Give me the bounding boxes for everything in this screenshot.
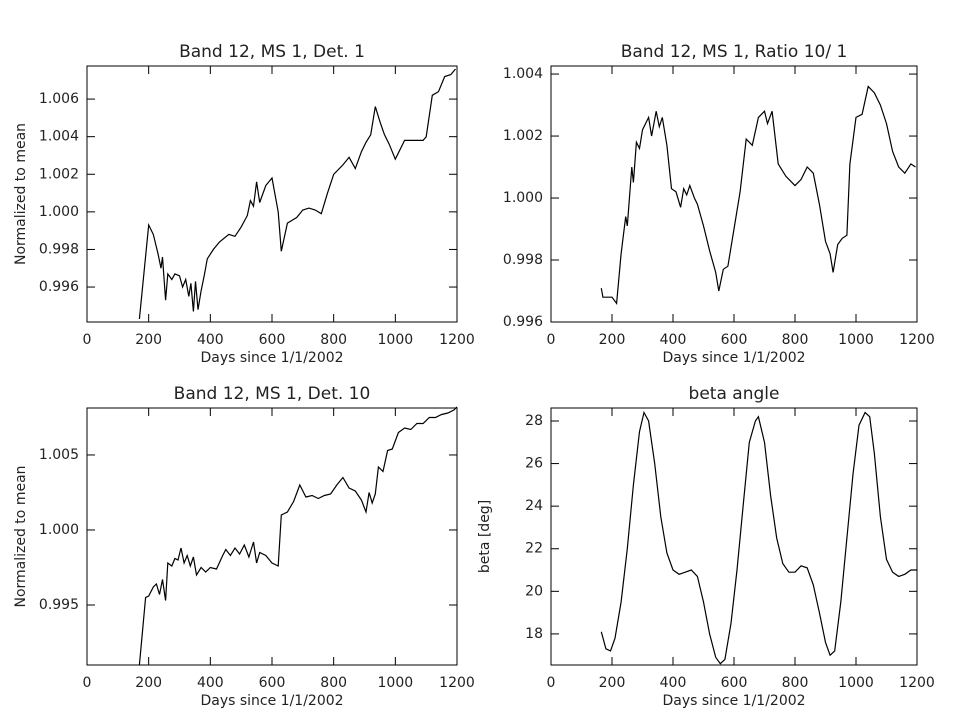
- x-tick-label: 1000: [838, 332, 874, 348]
- chart-title: Band 12, MS 1, Det. 1: [179, 42, 365, 62]
- x-tick-label: 200: [599, 675, 626, 691]
- x-tick-label: 400: [197, 675, 224, 691]
- x-tick-label: 800: [320, 332, 347, 348]
- x-tick-label: 800: [320, 675, 347, 691]
- x-tick-label: 200: [599, 332, 626, 348]
- x-axis-label: Days since 1/1/2002: [200, 693, 343, 709]
- y-tick-label: 1.002: [503, 128, 543, 144]
- x-axis-label: Days since 1/1/2002: [200, 350, 343, 366]
- plot-frame: [550, 407, 918, 666]
- x-tick-label: 200: [135, 332, 162, 348]
- y-tick-label: 1.006: [39, 91, 79, 107]
- data-line: [138, 406, 458, 666]
- x-axis-label: Days since 1/1/2002: [662, 693, 805, 709]
- x-tick-label: 1200: [899, 675, 935, 691]
- x-tick-label: 1200: [899, 332, 935, 348]
- y-tick-label: 1.000: [503, 190, 543, 206]
- data-line: [138, 68, 456, 320]
- plot-frame: [550, 65, 918, 323]
- x-axis-label: Days since 1/1/2002: [662, 350, 805, 366]
- x-tick-label: 1200: [439, 332, 475, 348]
- y-tick-label: 1.004: [503, 66, 543, 82]
- data-line: [600, 85, 916, 306]
- x-tick-label: 1000: [378, 332, 414, 348]
- x-tick-label: 0: [83, 332, 92, 348]
- x-tick-label: 600: [721, 332, 748, 348]
- x-tick-label: 0: [83, 675, 92, 691]
- y-tick-label: 20: [525, 583, 543, 599]
- y-axis-label: Normalized to mean: [13, 465, 29, 607]
- x-tick-label: 1000: [378, 675, 414, 691]
- x-tick-label: 1200: [439, 675, 475, 691]
- x-tick-label: 400: [660, 332, 687, 348]
- y-tick-label: 1.005: [39, 447, 79, 463]
- y-tick-label: 0.996: [39, 279, 79, 295]
- chart-title: beta angle: [689, 384, 780, 404]
- x-tick-label: 1000: [838, 675, 874, 691]
- y-tick-label: 0.998: [503, 252, 543, 268]
- y-tick-label: 0.998: [39, 241, 79, 257]
- x-tick-label: 0: [547, 332, 556, 348]
- y-tick-label: 0.996: [503, 314, 543, 330]
- y-tick-label: 1.000: [39, 522, 79, 538]
- chart-title: Band 12, MS 1, Ratio 10/ 1: [621, 42, 848, 62]
- y-tick-label: 18: [525, 626, 543, 642]
- y-tick-label: 0.995: [39, 597, 79, 613]
- y-tick-label: 1.000: [39, 204, 79, 220]
- y-tick-label: 22: [525, 541, 543, 557]
- x-tick-label: 200: [135, 675, 162, 691]
- y-tick-label: 24: [525, 498, 543, 514]
- x-tick-label: 600: [259, 675, 286, 691]
- y-tick-label: 26: [525, 456, 543, 472]
- x-tick-label: 400: [197, 332, 224, 348]
- y-tick-label: 1.002: [39, 166, 79, 182]
- x-tick-label: 400: [660, 675, 687, 691]
- x-tick-label: 0: [547, 675, 556, 691]
- x-tick-label: 600: [259, 332, 286, 348]
- y-tick-label: 28: [525, 413, 543, 429]
- chart-title: Band 12, MS 1, Det. 10: [174, 384, 371, 404]
- y-tick-label: 1.004: [39, 129, 79, 145]
- data-line: [600, 410, 917, 665]
- y-axis-label: Normalized to mean: [13, 123, 29, 265]
- x-tick-label: 600: [721, 675, 748, 691]
- x-tick-label: 800: [782, 675, 809, 691]
- y-axis-label: beta [deg]: [477, 500, 493, 573]
- x-tick-label: 800: [782, 332, 809, 348]
